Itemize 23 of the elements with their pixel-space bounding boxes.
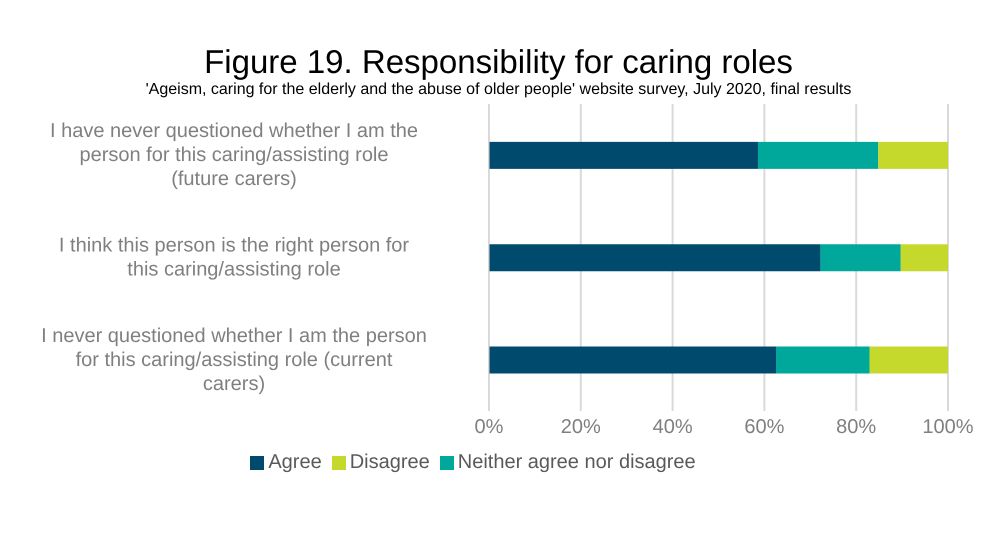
x-tick-label: 0% [474,416,504,438]
legend-label: Neither agree nor disagree [458,451,696,473]
x-tick-label: 60% [744,416,785,438]
bar [820,244,901,272]
y-tick-label: I think this person is the right person for this caring/assisting role [58,234,410,280]
x-tick-label: 100% [922,416,974,438]
bar [878,142,948,169]
chart-subtitle: 'Ageism, caring for the elderly and the abuse of older people' website survey, July 2020, final results [144,81,852,100]
bar [758,142,878,169]
bar [900,244,948,272]
bar [870,346,948,374]
chart-title: Figure 19. Responsibility for caring roles [204,43,793,80]
x-tick-label: 40% [652,416,693,438]
bar [776,346,870,374]
bar [489,244,820,272]
bar [489,142,758,169]
x-tick-label: 20% [560,416,602,438]
legend-label: Disagree [350,451,430,473]
legend-label: Agree [268,451,322,473]
y-tick-label: I never questioned whether I am the person for this caring/assisting role (current carers) [41,324,427,395]
y-tick-label: I have never questioned whether I am the person for this caring/assisting role (future carers) [50,120,418,190]
bar [489,346,776,374]
x-tick-label: 80% [836,416,876,438]
